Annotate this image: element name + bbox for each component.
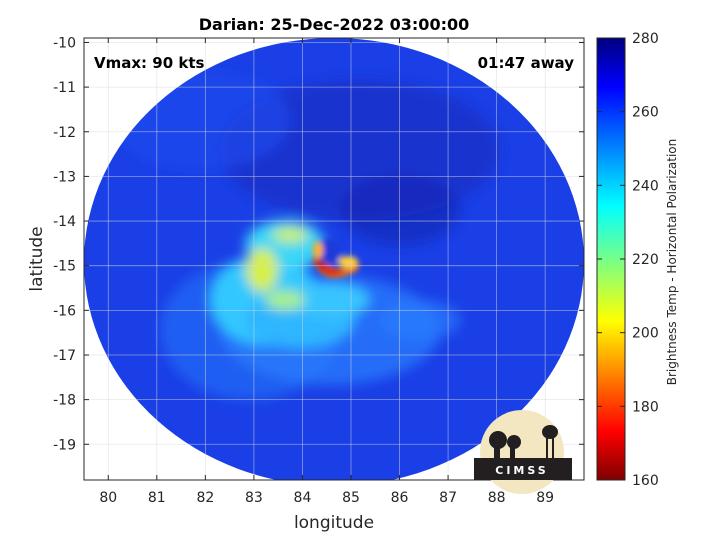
y-tick-label: -10: [53, 35, 76, 51]
grid: [84, 38, 584, 480]
y-tick-label: -11: [53, 80, 76, 96]
vmax-annotation: Vmax: 90 kts: [94, 54, 204, 72]
colorbar-tick-label: 160: [632, 473, 659, 489]
colorbar-tick-label: 180: [632, 399, 659, 415]
plot-frame: [83, 37, 585, 481]
x-tick-label: 85: [342, 490, 360, 506]
x-tick-label: 82: [196, 490, 214, 506]
x-tick-label: 89: [536, 490, 554, 506]
colorbar-ticks: 160 180 200 220 240 260 280: [597, 31, 659, 489]
colorbar-label: Brightness Temp - Horizontal Polarizatio…: [665, 139, 679, 386]
chart-title: Darian: 25-Dec-2022 03:00:00: [199, 15, 469, 34]
x-tick-label: 80: [99, 490, 117, 506]
x-axis-ticks: 80 81 82 83 84 85 86 87 88 89: [99, 38, 554, 506]
x-tick-label: 84: [294, 490, 312, 506]
y-tick-label: -15: [53, 259, 76, 275]
x-tick-label: 83: [245, 490, 263, 506]
x-axis-label: longitude: [294, 513, 374, 533]
y-tick-label: -14: [53, 214, 76, 230]
colorbar-tick-label: 280: [632, 31, 659, 47]
colorbar-tick-label: 260: [632, 105, 659, 121]
y-tick-label: -19: [53, 437, 76, 453]
colorbar-tick-label: 240: [632, 178, 659, 194]
y-tick-label: -17: [53, 348, 76, 364]
x-tick-label: 88: [488, 490, 506, 506]
cimss-logo: CIMSS: [474, 410, 572, 494]
colorbar-tick-label: 220: [632, 252, 659, 268]
y-tick-label: -13: [53, 169, 76, 185]
y-tick-label: -18: [53, 393, 76, 409]
x-tick-label: 86: [391, 490, 409, 506]
brightness-temp-swath: [84, 38, 584, 480]
time-offset-annotation: 01:47 away: [478, 54, 575, 72]
colorbar-tick-label: 200: [632, 326, 659, 342]
y-axis-label: latitude: [27, 226, 47, 291]
x-tick-label: 81: [148, 490, 166, 506]
y-tick-label: -12: [53, 125, 76, 141]
logo-text: CIMSS: [495, 464, 548, 477]
x-tick-label: 87: [439, 490, 457, 506]
y-axis-ticks: -10 -11 -12 -13 -14 -15 -16 -17 -18 -19: [53, 35, 584, 453]
y-tick-label: -16: [53, 303, 76, 319]
